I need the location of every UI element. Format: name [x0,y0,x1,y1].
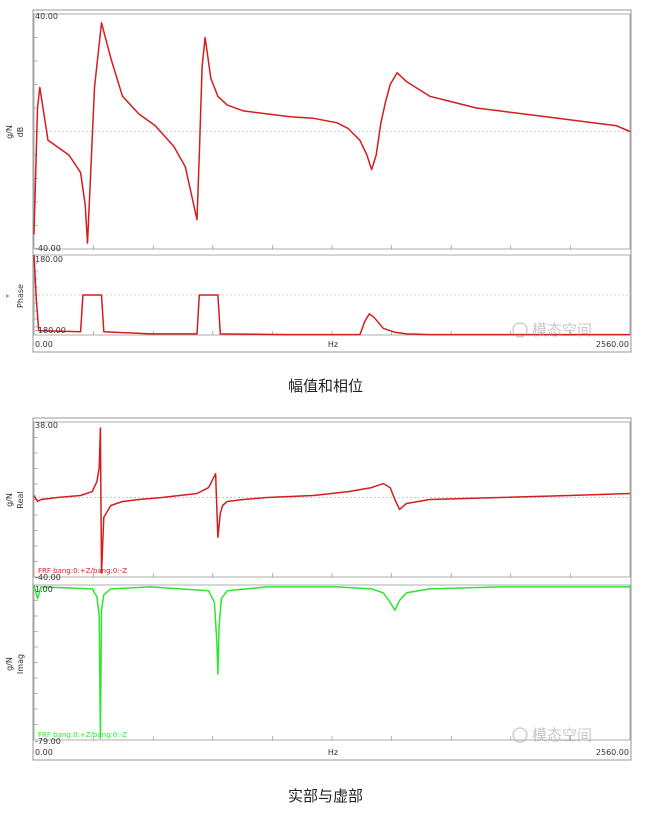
phase-ylabel-quantity: Phase [16,284,25,308]
phase-y-bottom-tick: -180.00 [35,326,66,335]
wechat-icon [512,727,528,743]
wechat-icon [512,322,528,338]
magnitude-panel [33,13,631,250]
imag-ylabel-unit: g/N [5,657,14,671]
top-figure-frame [32,9,632,353]
top-x-right-tick: 2560.00 [596,340,629,349]
panel-frame [33,421,631,578]
caption-magnitude-phase: 幅值和相位 [287,377,363,395]
imag-y-bottom-tick: -79.00 [35,737,61,746]
imaginary-panel [33,584,631,741]
real-y-bottom-tick: -40.00 [35,573,61,582]
watermark-top: 模态空间 [512,321,592,339]
imag-ylabel-quantity: Imag [16,654,25,674]
panel-frame [33,584,631,741]
series-line [33,254,630,336]
watermark-text-bottom: 模态空间 [532,726,592,744]
series-line [33,584,630,739]
imag-y-top-tick: 1.00 [35,585,53,594]
top-x-left-tick: 0.00 [35,340,53,349]
bottom-x-left-tick: 0.00 [35,748,53,757]
phase-ylabel-unit: ° [5,294,14,298]
real-ylabel-unit: g/N [5,493,14,507]
bottom-figure-frame [32,417,632,761]
phase-panel [33,254,631,336]
watermark-bottom: 模态空间 [512,726,592,744]
bottom-x-right-tick: 2560.00 [596,748,629,757]
caption-real-imaginary: 实部与虚部 [287,787,363,805]
magnitude-y-top-tick: 40.00 [35,12,58,21]
real-panel [33,421,631,578]
phase-y-top-tick: 180.00 [35,255,63,264]
magnitude-y-bottom-tick: -40.00 [35,244,61,253]
watermark-text-top: 模态空间 [532,321,592,339]
imag-legend: FRF bang:0:+Z/bang:0:-Z [38,731,127,739]
magnitude-ylabel-unit: g/N [5,125,14,139]
real-ylabel-quantity: Real [16,491,25,508]
real-y-top-tick: 38.00 [35,421,58,430]
series-line [33,22,631,244]
real-legend: FRF bang:0:+Z/bang:0:-Z [38,567,127,575]
series-line [33,427,631,574]
top-x-axis-label: Hz [328,340,338,349]
bottom-x-axis-label: Hz [328,748,338,757]
magnitude-ylabel-quantity: dB [16,127,25,138]
